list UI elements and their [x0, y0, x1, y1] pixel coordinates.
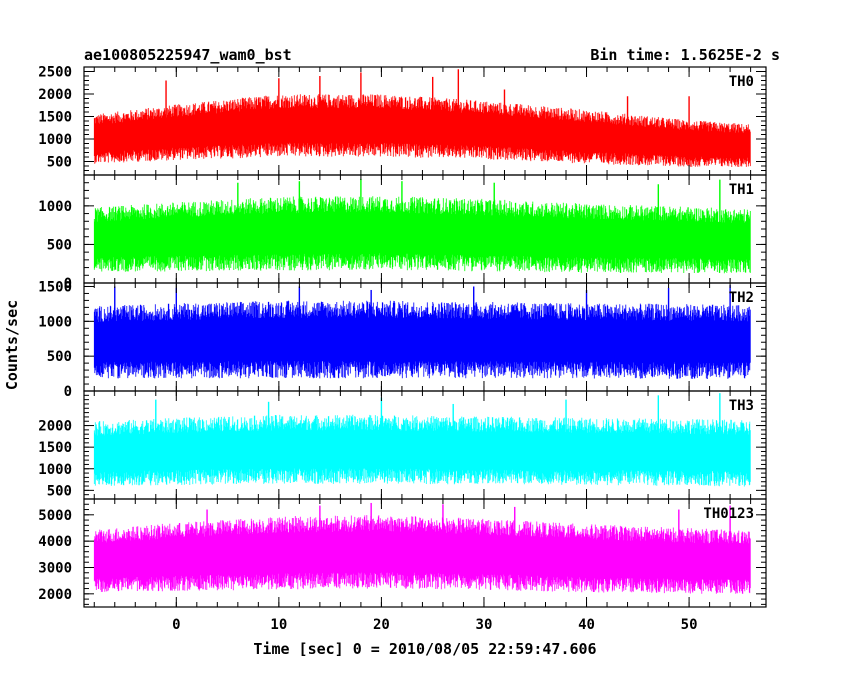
x-tick-label: 10 [270, 617, 287, 633]
y-tick-label: 2000 [38, 87, 72, 103]
y-tick-label: 4000 [38, 534, 72, 550]
panel-label-th0: TH0 [729, 74, 754, 90]
y-tick-label: 2000 [38, 419, 72, 435]
chart-title-left: ae100805225947_wam0_bst [84, 46, 292, 64]
chart-title-right: Bin time: 1.5625E-2 s [590, 46, 780, 64]
y-tick-label: 500 [47, 237, 72, 253]
panel-label-th0123: TH0123 [703, 506, 754, 522]
y-tick-label: 500 [47, 483, 72, 499]
x-axis-label: Time [sec] 0 = 2010/08/05 22:59:47.606 [253, 640, 596, 658]
y-tick-label: 1000 [38, 314, 72, 330]
y-tick-label: 1000 [38, 199, 72, 215]
panel-frame-th0123 [83, 498, 767, 608]
y-tick-label: 0 [64, 276, 72, 292]
x-tick-label: 30 [476, 617, 493, 633]
x-tick-label: 50 [681, 617, 698, 633]
y-axis-label: Counts/sec [3, 300, 21, 390]
panel-th0123: TH0123 2000 3000 4000 5000 [38, 498, 767, 608]
series-trace-th1 [93, 196, 751, 274]
y-tick-label: 5000 [38, 508, 72, 524]
series-trace-th2 [93, 300, 751, 379]
y-tick-label: 500 [47, 349, 72, 365]
series-trace-th3 [93, 414, 751, 487]
x-tick-label: 40 [578, 617, 595, 633]
y-tick-label: 1000 [38, 462, 72, 478]
panel-label-th1: TH1 [729, 182, 754, 198]
y-tick-label: 500 [47, 155, 72, 171]
panel-label-th3: TH3 [729, 398, 754, 414]
panels: TH05001000150020002500TH105001000TH20500… [38, 65, 767, 633]
series-trace-th0 [93, 94, 751, 167]
y-tick-label: 1500 [38, 440, 72, 456]
panel-th0: TH0 500 1000 1500 2000 2500 [38, 65, 767, 176]
y-tick-label: 1000 [38, 132, 72, 148]
panel-th3: TH3 500 1000 1500 2000 [38, 390, 767, 500]
y-tick-label: 2500 [38, 65, 72, 81]
panel-label-th2: TH2 [729, 290, 754, 306]
x-tick-label: 20 [373, 617, 390, 633]
y-tick-label: 1500 [38, 279, 72, 295]
y-tick-label: 1500 [38, 110, 72, 126]
y-tick-label: 2000 [38, 587, 72, 603]
series-trace-th0123 [93, 515, 751, 594]
y-tick-label: 3000 [38, 560, 72, 576]
y-tick-label: 0 [64, 384, 72, 400]
x-tick-label: 0 [172, 617, 180, 633]
